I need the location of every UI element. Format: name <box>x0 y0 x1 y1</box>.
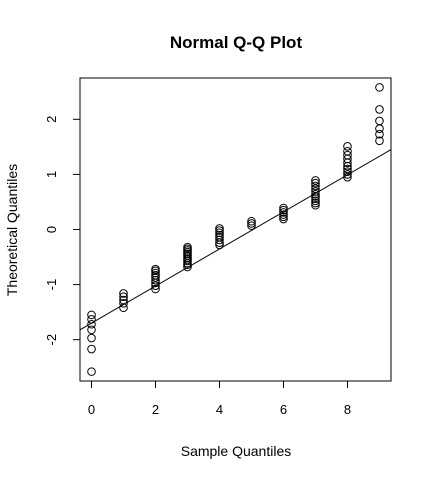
y-tick-label: 2 <box>44 116 59 123</box>
data-point <box>343 164 352 174</box>
data-point <box>87 314 96 324</box>
y-tick-label: -1 <box>44 279 59 291</box>
data-point <box>343 167 352 176</box>
data-point <box>311 200 320 210</box>
data-point <box>119 292 128 302</box>
x-axis-label: Sample Quantiles <box>181 443 292 459</box>
data-point <box>311 187 320 196</box>
data-point <box>215 230 224 240</box>
data-point <box>311 178 320 188</box>
data-point <box>87 319 96 329</box>
data-point <box>215 232 224 242</box>
x-tick-label: 2 <box>152 402 159 417</box>
data-point <box>215 224 224 233</box>
x-tick-label: 4 <box>216 402 223 417</box>
data-point <box>279 208 288 217</box>
data-point <box>375 124 384 133</box>
data-point <box>215 226 224 235</box>
y-tick-label: -2 <box>44 334 59 346</box>
data-point <box>87 333 96 343</box>
y-axis: -2 -1 0 1 2 <box>44 116 81 346</box>
data-point <box>119 289 128 298</box>
data-point <box>87 310 96 320</box>
x-tick-label: 6 <box>280 402 287 417</box>
data-point <box>247 219 256 228</box>
data-point <box>311 176 320 185</box>
data-point <box>151 273 160 282</box>
data-points <box>87 83 384 376</box>
reference-line-group <box>79 149 392 331</box>
reference-line <box>79 149 392 331</box>
plot-frame <box>79 77 392 382</box>
data-point <box>151 270 160 280</box>
data-point <box>375 105 384 114</box>
data-point <box>151 268 160 278</box>
data-point <box>279 212 288 222</box>
y-tick-label: 0 <box>44 226 59 233</box>
data-point <box>311 196 320 206</box>
data-point <box>279 203 288 213</box>
data-point <box>343 150 352 160</box>
x-tick-label: 8 <box>344 402 351 417</box>
chart-title: Normal Q-Q Plot <box>170 33 303 52</box>
data-point <box>375 116 384 126</box>
data-point <box>87 367 96 376</box>
data-point <box>311 198 320 208</box>
data-point <box>375 136 384 146</box>
data-point <box>279 210 288 219</box>
data-point <box>311 181 320 191</box>
data-point <box>279 205 288 215</box>
data-point <box>343 170 352 179</box>
data-point <box>375 129 384 139</box>
data-point <box>183 242 192 252</box>
x-axis: 0 2 4 6 8 <box>88 380 351 417</box>
y-axis-label: Theoretical Quantiles <box>4 164 20 296</box>
x-tick-label: 0 <box>88 402 95 417</box>
data-point <box>119 299 128 308</box>
data-point <box>343 146 352 156</box>
data-point <box>87 344 96 354</box>
data-point <box>375 83 384 92</box>
data-point <box>87 325 96 335</box>
data-point <box>311 184 320 194</box>
data-point <box>151 284 160 294</box>
data-point <box>343 142 352 151</box>
data-point <box>343 172 352 182</box>
data-point <box>311 189 320 199</box>
data-point <box>247 221 256 230</box>
y-tick-label: 1 <box>44 171 59 178</box>
data-point <box>151 264 160 274</box>
data-point <box>215 228 224 238</box>
data-point <box>279 214 288 224</box>
data-point <box>247 216 256 226</box>
data-point <box>119 295 128 305</box>
data-point <box>151 281 160 290</box>
